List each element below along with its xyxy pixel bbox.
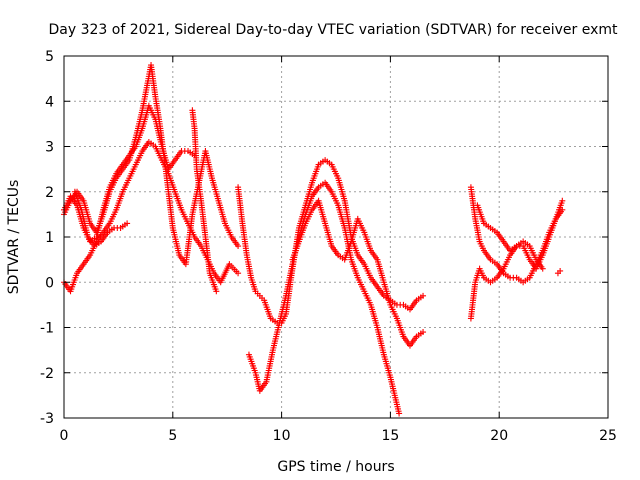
y-tick-label: -3: [40, 411, 54, 427]
y-axis-label: SDTVAR / TECUs: [6, 180, 22, 295]
data-point: [213, 288, 220, 295]
series-track-h: [289, 197, 427, 349]
x-tick-label: 0: [60, 428, 69, 444]
series-track-b: [61, 102, 198, 245]
axis-ticks: 0 5 10 15 20 25 -3 -2 -1 0 1 2 3 4 5: [40, 49, 617, 444]
y-tick-label: -2: [40, 366, 54, 382]
data-point: [235, 270, 242, 277]
x-tick-label: 25: [599, 428, 617, 444]
data-point: [420, 329, 427, 336]
data-point: [235, 243, 242, 250]
data-points: [61, 62, 566, 417]
x-tick-label: 20: [490, 428, 508, 444]
grid-lines: [64, 56, 608, 418]
x-tick-label: 10: [273, 428, 291, 444]
data-point: [396, 410, 403, 417]
series-track-l: [554, 267, 564, 277]
data-point: [420, 292, 427, 299]
x-tick-label: 5: [168, 428, 177, 444]
data-point: [539, 265, 546, 272]
y-tick-label: 3: [45, 140, 54, 156]
series-track-j: [467, 184, 566, 286]
y-tick-label: 5: [45, 49, 54, 65]
y-tick-label: 4: [45, 94, 54, 110]
series-track-d: [71, 188, 131, 250]
series-track-k: [474, 202, 546, 272]
data-point: [559, 206, 566, 213]
data-point: [557, 267, 564, 274]
series-track-c: [61, 138, 242, 295]
chart-title: Day 323 of 2021, Sidereal Day-to-day VTE…: [49, 22, 619, 38]
y-tick-label: 2: [45, 185, 54, 201]
y-tick-label: -1: [40, 321, 54, 337]
y-tick-label: 1: [45, 230, 54, 246]
series-track-g: [245, 179, 403, 417]
x-tick-label: 15: [381, 428, 399, 444]
series-track-e: [189, 107, 220, 295]
data-point: [559, 197, 566, 204]
y-tick-label: 0: [45, 275, 54, 291]
x-axis-label: GPS time / hours: [277, 459, 394, 475]
data-point: [124, 220, 131, 227]
